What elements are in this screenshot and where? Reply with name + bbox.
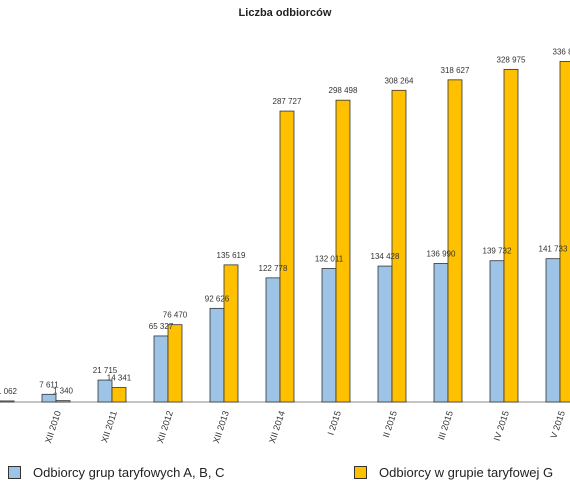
value-label-abc-9: 139 732 <box>483 247 512 256</box>
tick-label-8: III 2015 <box>436 410 455 442</box>
value-label-g-2: 14 341 <box>107 373 132 382</box>
tick-label-3: XII 2012 <box>155 410 175 445</box>
bar-abc-6 <box>321 268 337 403</box>
value-label-abc-6: 132 011 <box>315 255 344 264</box>
tick-label-6: I 2015 <box>326 410 343 437</box>
bar-abc-1 <box>41 393 57 403</box>
value-label-g-6: 298 498 <box>329 86 358 95</box>
tick-label-5: XII 2014 <box>267 410 287 445</box>
bar-g-8 <box>447 79 463 403</box>
value-label-g-0: 1 062 <box>0 387 18 396</box>
value-label-g-10: 336 840 <box>553 47 570 56</box>
bar-abc-4 <box>209 307 225 403</box>
bar-abc-10 <box>545 258 561 403</box>
bar-g-9 <box>503 68 519 403</box>
value-label-g-1: 1 340 <box>53 387 74 396</box>
bar-g-3 <box>167 324 183 403</box>
legend-swatch-blue <box>8 465 21 479</box>
bar-abc-7 <box>377 265 393 403</box>
value-label-g-3: 76 470 <box>163 311 188 320</box>
tick-label-10: V 2015 <box>549 410 567 440</box>
bar-abc-2 <box>97 379 113 403</box>
tick-label-7: II 2015 <box>381 410 399 439</box>
value-label-abc-4: 92 626 <box>205 294 230 303</box>
bar-g-2 <box>111 387 127 403</box>
bar-abc-5 <box>265 277 281 403</box>
bar-abc-8 <box>433 263 449 403</box>
legend-swatch-yellow <box>354 465 367 479</box>
bar-g-10 <box>559 61 570 403</box>
bars-group <box>0 61 570 403</box>
bar-g-5 <box>279 110 295 403</box>
value-label-abc-8: 136 990 <box>427 249 456 258</box>
bar-g-6 <box>335 99 351 403</box>
bar-abc-9 <box>489 260 505 403</box>
tick-labels-group: XII 2010 XII 2011 XII 2012 XII 2013 XII 2014… <box>43 410 567 445</box>
tick-label-2: XII 2011 <box>99 410 119 444</box>
value-label-g-7: 308 264 <box>385 76 414 85</box>
bar-g-1 <box>55 400 71 403</box>
tick-label-9: IV 2015 <box>492 410 511 443</box>
legend-label-series-2: Odbiorcy w grupie taryfowej G <box>379 464 554 480</box>
value-label-abc-2: 21 715 <box>93 366 118 375</box>
bar-abc-3 <box>153 335 169 403</box>
value-label-g-9: 328 975 <box>497 55 526 64</box>
value-label-abc-10: 141 733 <box>539 245 568 254</box>
value-label-abc-7: 134 428 <box>371 252 400 261</box>
value-label-g-5: 287 727 <box>273 97 302 106</box>
value-label-abc-1: 7 611 <box>39 380 59 389</box>
legend-item-series-1: Odbiorcy grup taryfowych A, B, C <box>8 462 224 482</box>
legend-item-series-2: Odbiorcy w grupie taryfowej G <box>354 462 553 482</box>
bar-g-4 <box>223 264 239 403</box>
tick-label-4: XII 2013 <box>211 410 231 445</box>
bar-g-0 <box>0 400 15 403</box>
bar-g-7 <box>391 89 407 403</box>
value-label-g-4: 135 619 <box>217 251 246 260</box>
value-label-abc-3: 65 327 <box>149 322 174 331</box>
tick-label-1: XII 2010 <box>43 410 63 445</box>
value-label-abc-5: 122 778 <box>259 264 288 273</box>
value-label-g-8: 318 627 <box>441 66 470 75</box>
legend-label-series-1: Odbiorcy grup taryfowych A, B, C <box>33 464 225 480</box>
chart-title: Liczba odbiorców <box>238 7 332 19</box>
